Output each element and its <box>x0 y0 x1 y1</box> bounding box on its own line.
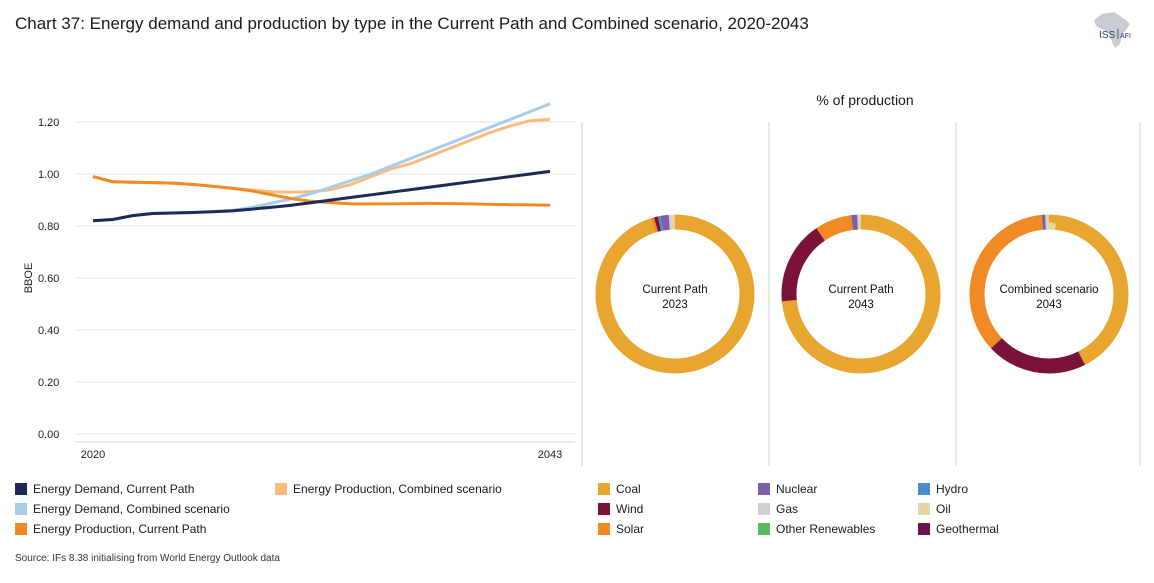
slice-oil <box>969 214 1129 374</box>
legend-item: Energy Production, Combined scenario <box>275 482 502 496</box>
legend-swatch <box>15 483 27 495</box>
iss-afi-logo: ISS AFI <box>1094 12 1131 48</box>
legend-label: Energy Production, Combined scenario <box>293 482 502 496</box>
africa-map-icon <box>1094 12 1130 48</box>
slice-wind <box>781 214 941 374</box>
legend-label: Other Renewables <box>776 522 876 536</box>
donut-label: Current Path <box>642 284 707 296</box>
slice-wind <box>969 214 1129 374</box>
donut-label-year: 2043 <box>1036 299 1062 311</box>
donut-label-year: 2023 <box>662 299 688 311</box>
donut-label: Current Path <box>828 284 893 296</box>
legend-swatch <box>918 523 930 535</box>
donut-3: Combined scenario 2043 <box>969 214 1129 374</box>
x-tick-label: 2043 <box>538 449 562 461</box>
legend-swatch <box>598 523 610 535</box>
legend-item: Oil <box>918 502 951 516</box>
y-tick-label: 1.00 <box>38 169 59 181</box>
y-tick-label: 1.20 <box>38 117 59 129</box>
y-axis-label: BBOE <box>23 263 35 294</box>
legend-label: Energy Demand, Current Path <box>33 482 195 496</box>
y-tick-label: 0.40 <box>38 325 59 337</box>
legend-swatch <box>758 523 770 535</box>
y-tick-label: 0.80 <box>38 221 59 233</box>
legend-item: Wind <box>598 502 643 516</box>
chart-title: Chart 37: Energy demand and production b… <box>15 14 809 33</box>
legend-swatch <box>918 483 930 495</box>
donut-1: Current Path 2023 <box>595 214 755 374</box>
legend-label: Geothermal <box>936 522 999 536</box>
slice-oil <box>595 214 755 374</box>
legend-swatch <box>15 523 27 535</box>
x-tick-label: 2020 <box>81 449 105 461</box>
donut-label: Combined scenario <box>999 284 1098 296</box>
legend-item: Gas <box>758 502 798 516</box>
legend-label: Gas <box>776 502 799 516</box>
y-tick-label: 0.20 <box>38 377 59 389</box>
legend-label: Wind <box>616 502 644 516</box>
legend-item: Energy Production, Current Path <box>15 522 206 536</box>
legend-label: Oil <box>936 502 951 516</box>
legend-swatch <box>758 483 770 495</box>
legend-label: Hydro <box>936 482 969 496</box>
y-tick-label: 0.60 <box>38 273 59 285</box>
line-chart: 0.00 0.20 0.40 0.60 0.80 1.00 1.20 BBOE 2020 2043 <box>23 102 575 461</box>
logo-text-main: ISS <box>1099 30 1115 41</box>
slice-oil <box>781 214 941 374</box>
legend-item: Energy Demand, Combined scenario <box>15 502 230 516</box>
legend-item: Geothermal <box>918 522 999 536</box>
legend-swatch <box>15 503 27 515</box>
legend-swatch <box>598 503 610 515</box>
legend-label: Nuclear <box>776 482 818 496</box>
legend-swatch <box>758 503 770 515</box>
legend-swatch <box>275 483 287 495</box>
pie-dividers <box>581 122 1141 466</box>
legend-item: Other Renewables <box>758 522 875 536</box>
legend-label: Solar <box>616 522 645 536</box>
legend-item: Nuclear <box>758 482 817 496</box>
legend-swatch <box>918 503 930 515</box>
legend-label: Energy Production, Current Path <box>33 522 207 536</box>
legend-swatch <box>598 483 610 495</box>
series-line-energy-demand-current-path <box>92 169 551 223</box>
y-tick-label: 0.00 <box>38 429 59 441</box>
legend-label: Coal <box>616 482 641 496</box>
donut-label-year: 2043 <box>848 299 874 311</box>
legend-item: Energy Demand, Current Path <box>15 482 194 496</box>
legend-item: Solar <box>598 522 644 536</box>
logo-text-sub: AFI <box>1120 33 1131 40</box>
slice-solar <box>969 214 1129 374</box>
legend-item: Hydro <box>918 482 968 496</box>
legend-label: Energy Demand, Combined scenario <box>33 502 230 516</box>
legend-item: Coal <box>598 482 641 496</box>
pie-section-title: % of production <box>816 92 914 108</box>
source-note: Source: IFs 8.38 initialising from World… <box>15 553 280 564</box>
donut-2: Current Path 2043 <box>781 214 941 374</box>
